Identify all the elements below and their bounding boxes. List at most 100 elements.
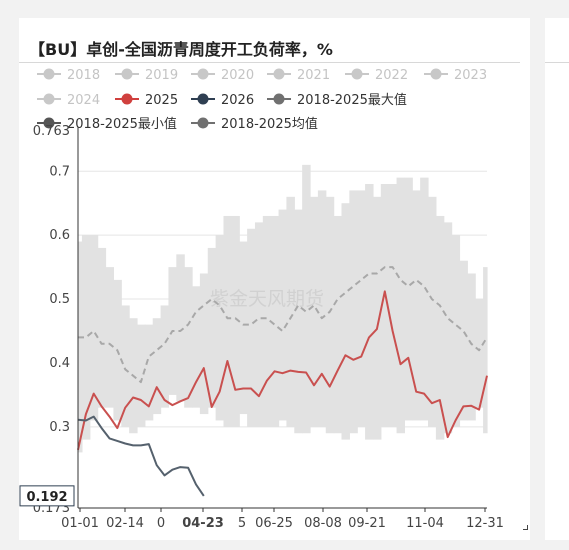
- band-segment: [428, 196, 437, 427]
- x-tick-label: 04-23: [182, 516, 224, 531]
- chart-card: 【BU】卓创-全国沥青周度开工负荷率，% 2018 2019 2020 2021 202…: [19, 18, 530, 540]
- legend-marker-icon[interactable]: [273, 93, 285, 105]
- legend-marker-icon[interactable]: [43, 93, 55, 105]
- band-segment: [396, 177, 406, 434]
- series-line-2025: [77, 290, 488, 451]
- current-value-label: 0.192: [26, 490, 67, 505]
- chart-svg: 2018 2019 2020 2021 2022 2023 2024 2025 2026 2018…: [19, 68, 504, 531]
- resize-corner-icon[interactable]: [523, 525, 528, 530]
- band-segment: [349, 190, 358, 434]
- series-line-2018-2025均值: [78, 266, 488, 384]
- band-segment: [459, 260, 468, 421]
- band-segment: [278, 209, 288, 421]
- legend-marker-icon[interactable]: [121, 93, 133, 105]
- series-line-2026: [77, 415, 205, 497]
- band-segment: [89, 235, 99, 421]
- legend-item-label[interactable]: 2019: [145, 68, 178, 83]
- band-segment: [97, 247, 107, 408]
- band-segment: [302, 164, 311, 434]
- band-segment: [262, 215, 272, 427]
- band-segment: [420, 177, 429, 421]
- band-segment: [270, 215, 280, 427]
- band-segment: [412, 190, 421, 421]
- band-segment: [404, 177, 413, 421]
- legend-item-label[interactable]: 2024: [67, 93, 100, 108]
- band-segment: [184, 267, 193, 408]
- band-segment: [223, 215, 232, 427]
- x-tick-label: 0: [157, 516, 165, 531]
- legend-item-label[interactable]: 2021: [297, 68, 330, 83]
- band-segment: [372, 196, 382, 440]
- band-segment: [333, 215, 343, 434]
- x-tick-label: 01-01: [61, 516, 99, 531]
- band-segment: [207, 247, 217, 408]
- legend-item-label[interactable]: 2023: [454, 68, 487, 83]
- legend-marker-icon[interactable]: [43, 117, 55, 129]
- band-segment: [380, 184, 390, 427]
- watermark: 紫金天风期货: [210, 288, 324, 310]
- legend-item-label[interactable]: 2022: [375, 68, 408, 83]
- legend-item-label[interactable]: 2018-2025最大值: [297, 92, 407, 108]
- legend-item-label[interactable]: 2018-2025均值: [221, 116, 318, 132]
- x-tick-label: 11-04: [406, 516, 444, 531]
- band-segment: [121, 305, 130, 427]
- adjacent-divider: [545, 62, 569, 63]
- y-tick-label: 0.6: [49, 228, 70, 243]
- current-value-box: [19, 485, 75, 507]
- x-tick-label: 06-25: [255, 516, 293, 531]
- band-segment: [105, 267, 114, 408]
- x-tick-label: 08-08: [304, 516, 342, 531]
- x-tick-label: 09-21: [348, 516, 386, 531]
- band-segment: [192, 286, 201, 408]
- band-segment: [325, 196, 335, 434]
- title-divider: [19, 62, 520, 63]
- chart-title: 【BU】卓创-全国沥青周度开工负荷率，%: [29, 40, 333, 59]
- band-segment: [310, 196, 319, 427]
- x-tick-label: 02-14: [106, 516, 144, 531]
- band-segment: [451, 235, 461, 427]
- band-segment: [78, 241, 83, 453]
- band-segment: [294, 209, 303, 434]
- band-segment: [176, 254, 185, 402]
- band-segment: [467, 273, 476, 421]
- x-tick-label: 12-31: [466, 516, 504, 531]
- band-segment: [443, 222, 453, 434]
- band-segment: [215, 235, 225, 421]
- legend-marker-icon[interactable]: [430, 68, 442, 80]
- legend-item-label[interactable]: 2026: [221, 93, 254, 108]
- y-tick-label: 0.7: [49, 164, 70, 179]
- band-segment: [483, 267, 488, 434]
- legend-marker-icon[interactable]: [351, 68, 363, 80]
- legend-marker-icon[interactable]: [197, 68, 209, 80]
- band-segment: [247, 228, 256, 427]
- adjacent-card: [545, 18, 569, 540]
- legend-item-label[interactable]: 2018: [67, 68, 100, 83]
- band-segment: [435, 215, 445, 440]
- legend-marker-icon[interactable]: [121, 68, 133, 80]
- band-segment: [317, 190, 327, 427]
- band-segment: [199, 273, 209, 415]
- legend-item-label[interactable]: 2018-2025最小值: [67, 116, 177, 132]
- band-segment: [231, 215, 240, 427]
- x-tick-label: 5: [238, 516, 246, 531]
- legend-marker-icon[interactable]: [197, 93, 209, 105]
- band-segment: [136, 324, 146, 427]
- band-segment: [239, 241, 248, 415]
- band-segment: [144, 324, 154, 421]
- y-tick-label: 0.5: [49, 292, 70, 307]
- band-segment: [81, 235, 91, 440]
- band-segment: [388, 184, 398, 427]
- legend-marker-icon[interactable]: [197, 117, 209, 129]
- band-segment: [357, 190, 366, 427]
- legend-item-label[interactable]: 2025: [145, 93, 178, 108]
- legend-marker-icon[interactable]: [273, 68, 285, 80]
- legend-marker-icon[interactable]: [43, 68, 55, 80]
- band-segment: [475, 299, 484, 408]
- band-segment: [341, 203, 350, 440]
- y-tick-label: 0.4: [49, 356, 70, 371]
- legend-item-label[interactable]: 2020: [221, 68, 254, 83]
- band-segment: [152, 318, 162, 415]
- y-tick-label: 0.3: [49, 420, 70, 435]
- band-segment: [160, 305, 170, 408]
- band-segment: [254, 222, 264, 427]
